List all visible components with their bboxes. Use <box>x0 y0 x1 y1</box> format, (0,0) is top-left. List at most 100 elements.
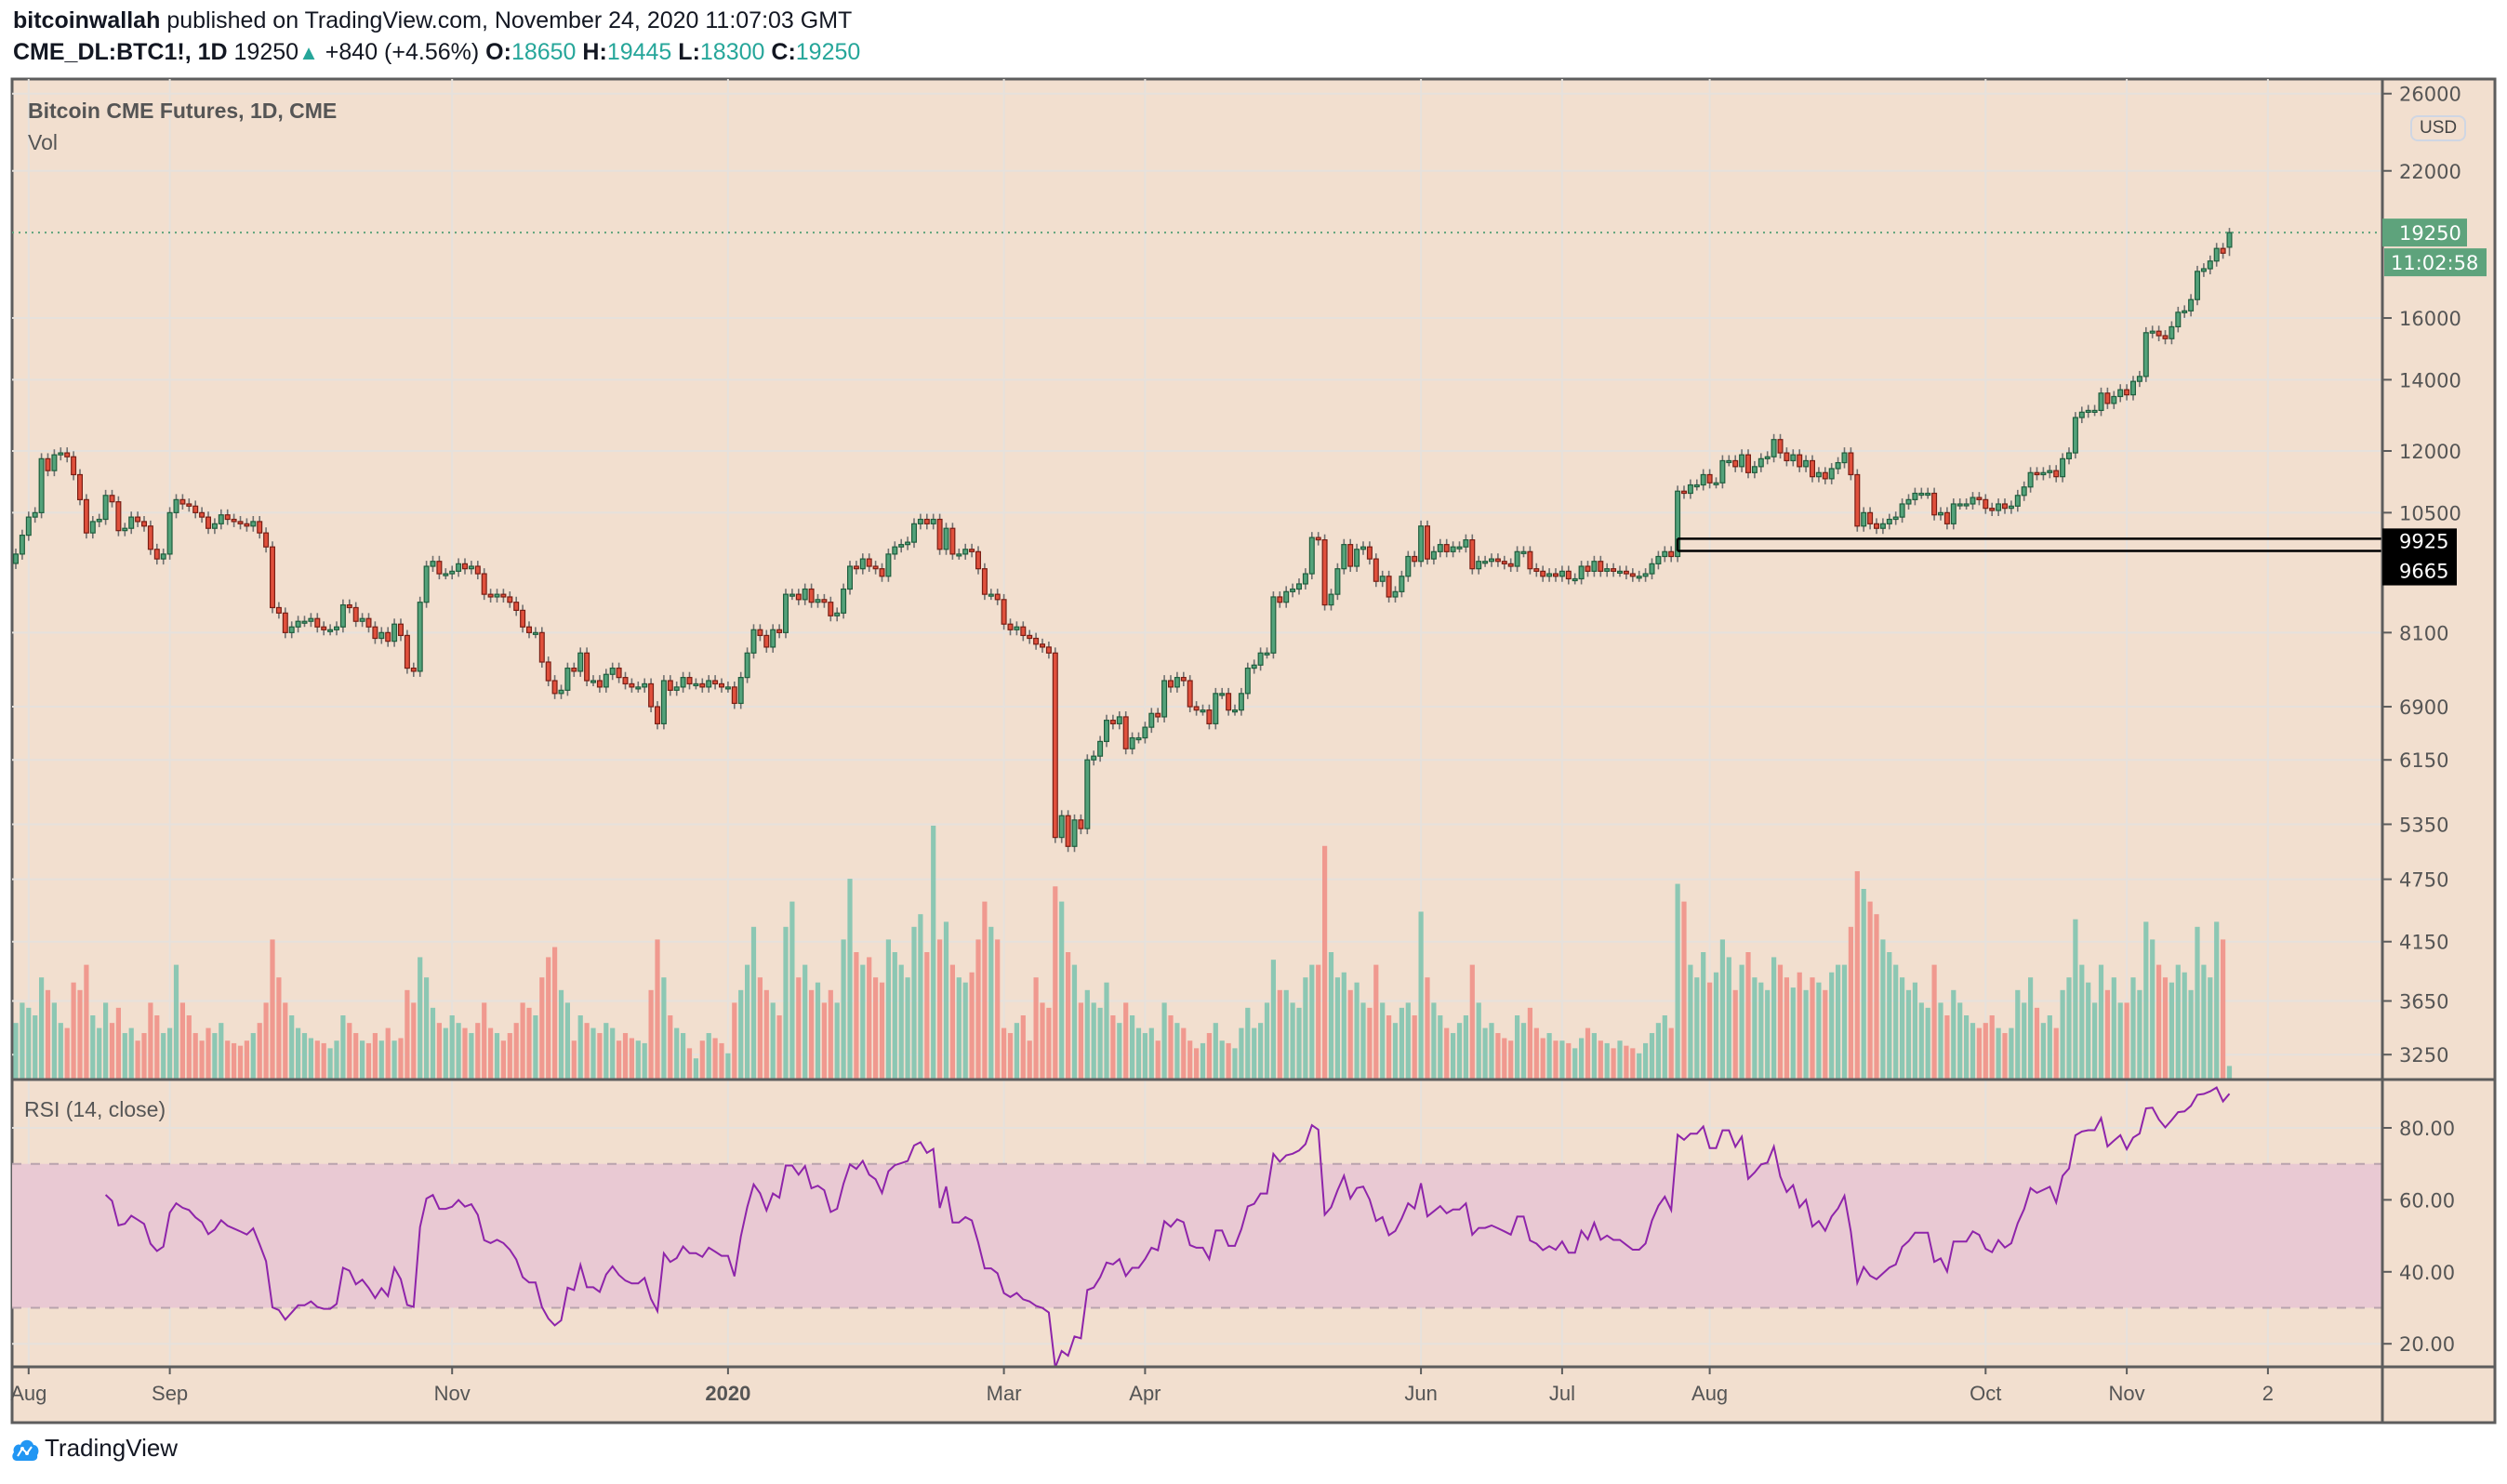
candle[interactable] <box>1989 502 1996 517</box>
candle[interactable] <box>1238 687 1244 716</box>
candle[interactable] <box>2066 447 2073 465</box>
candle[interactable] <box>1809 455 1815 483</box>
candle[interactable] <box>673 681 680 696</box>
candle[interactable] <box>808 583 815 608</box>
candle[interactable] <box>1726 455 1732 467</box>
candle[interactable] <box>2136 370 2142 388</box>
candle[interactable] <box>525 621 532 639</box>
candle[interactable] <box>1129 732 1135 755</box>
candle[interactable] <box>1418 520 1425 567</box>
candle[interactable] <box>250 515 257 532</box>
candle[interactable] <box>686 671 693 690</box>
candle[interactable] <box>19 529 25 560</box>
candle[interactable] <box>1206 704 1213 730</box>
candle[interactable] <box>1623 565 1629 580</box>
candle[interactable] <box>905 537 911 550</box>
candle[interactable] <box>1315 532 1321 546</box>
candle[interactable] <box>885 548 892 582</box>
candle[interactable] <box>1283 586 1290 608</box>
candle[interactable] <box>494 589 500 603</box>
candle[interactable] <box>1295 578 1302 595</box>
tradingview-logo[interactable]: TradingView <box>11 1434 178 1463</box>
candle[interactable] <box>1424 520 1430 565</box>
candle[interactable] <box>802 583 808 605</box>
candle[interactable] <box>2014 489 2021 512</box>
candle[interactable] <box>468 561 474 575</box>
candle[interactable] <box>1071 814 1078 853</box>
candle[interactable] <box>1148 708 1155 734</box>
candle[interactable] <box>1848 447 1854 481</box>
candle[interactable] <box>1251 659 1257 674</box>
candle[interactable] <box>879 563 885 582</box>
candle[interactable] <box>1321 534 1328 611</box>
candle[interactable] <box>1167 675 1174 693</box>
candle[interactable] <box>1777 433 1784 459</box>
candle[interactable] <box>89 515 96 539</box>
candle[interactable] <box>1463 534 1469 553</box>
candle[interactable] <box>1751 460 1758 479</box>
candle[interactable] <box>244 518 250 532</box>
candle[interactable] <box>1912 487 1918 506</box>
candle[interactable] <box>699 678 706 693</box>
candle[interactable] <box>1328 589 1334 611</box>
candle[interactable] <box>1918 487 1925 499</box>
candle[interactable] <box>1443 538 1450 558</box>
candle[interactable] <box>724 681 731 693</box>
candle[interactable] <box>1892 511 1899 525</box>
candle[interactable] <box>1347 538 1354 573</box>
candle[interactable] <box>1135 732 1142 744</box>
candle[interactable] <box>1155 708 1161 722</box>
volume-legend[interactable]: Vol <box>28 130 58 154</box>
candle[interactable] <box>1161 675 1168 722</box>
candle[interactable] <box>115 496 122 537</box>
candle[interactable] <box>1732 455 1739 472</box>
candle[interactable] <box>815 593 821 608</box>
candle[interactable] <box>1963 498 1970 510</box>
candle[interactable] <box>141 515 148 532</box>
chart-title[interactable]: Bitcoin CME Futures, 1D, CME <box>28 99 338 123</box>
candle[interactable] <box>327 624 334 636</box>
candle[interactable] <box>173 494 179 519</box>
candle[interactable] <box>1931 487 1938 521</box>
candle[interactable] <box>706 675 712 693</box>
candle[interactable] <box>1649 558 1655 580</box>
candle[interactable] <box>372 621 378 644</box>
candle[interactable] <box>846 561 853 595</box>
candle[interactable] <box>795 589 802 605</box>
candle[interactable] <box>179 494 186 510</box>
candle[interactable] <box>1226 687 1232 716</box>
candle[interactable] <box>449 565 456 580</box>
candle[interactable] <box>1815 467 1822 483</box>
candle[interactable] <box>737 671 744 709</box>
candle[interactable] <box>314 613 321 633</box>
candle[interactable] <box>301 616 308 628</box>
candle[interactable] <box>1213 687 1219 730</box>
candle[interactable] <box>1412 550 1418 567</box>
candle[interactable] <box>410 662 417 677</box>
candle[interactable] <box>321 621 327 636</box>
candle[interactable] <box>1257 647 1264 671</box>
candle[interactable] <box>622 671 629 690</box>
candle[interactable] <box>147 520 153 555</box>
price-axis[interactable]: 26000 22000 16000 14000 12000 10500 8100 6900 61… <box>2382 84 2461 1067</box>
candle[interactable] <box>270 541 276 614</box>
candle[interactable] <box>1655 550 1662 570</box>
candle[interactable] <box>83 494 89 539</box>
candle[interactable] <box>1430 546 1437 565</box>
candle[interactable] <box>1058 810 1065 843</box>
candle[interactable] <box>1899 498 1905 523</box>
candle[interactable] <box>2047 465 2053 479</box>
candle[interactable] <box>462 558 469 575</box>
candle[interactable] <box>2034 467 2040 481</box>
candle[interactable] <box>642 678 648 693</box>
candle[interactable] <box>1764 451 1771 465</box>
candle[interactable] <box>1533 563 1540 577</box>
candle[interactable] <box>910 518 917 549</box>
candle[interactable] <box>1970 492 1976 510</box>
candle[interactable] <box>443 568 449 580</box>
candle[interactable] <box>1700 469 1706 491</box>
candle[interactable] <box>718 678 724 693</box>
candle[interactable] <box>629 678 635 693</box>
candle[interactable] <box>1091 750 1097 766</box>
candle[interactable] <box>160 548 166 565</box>
